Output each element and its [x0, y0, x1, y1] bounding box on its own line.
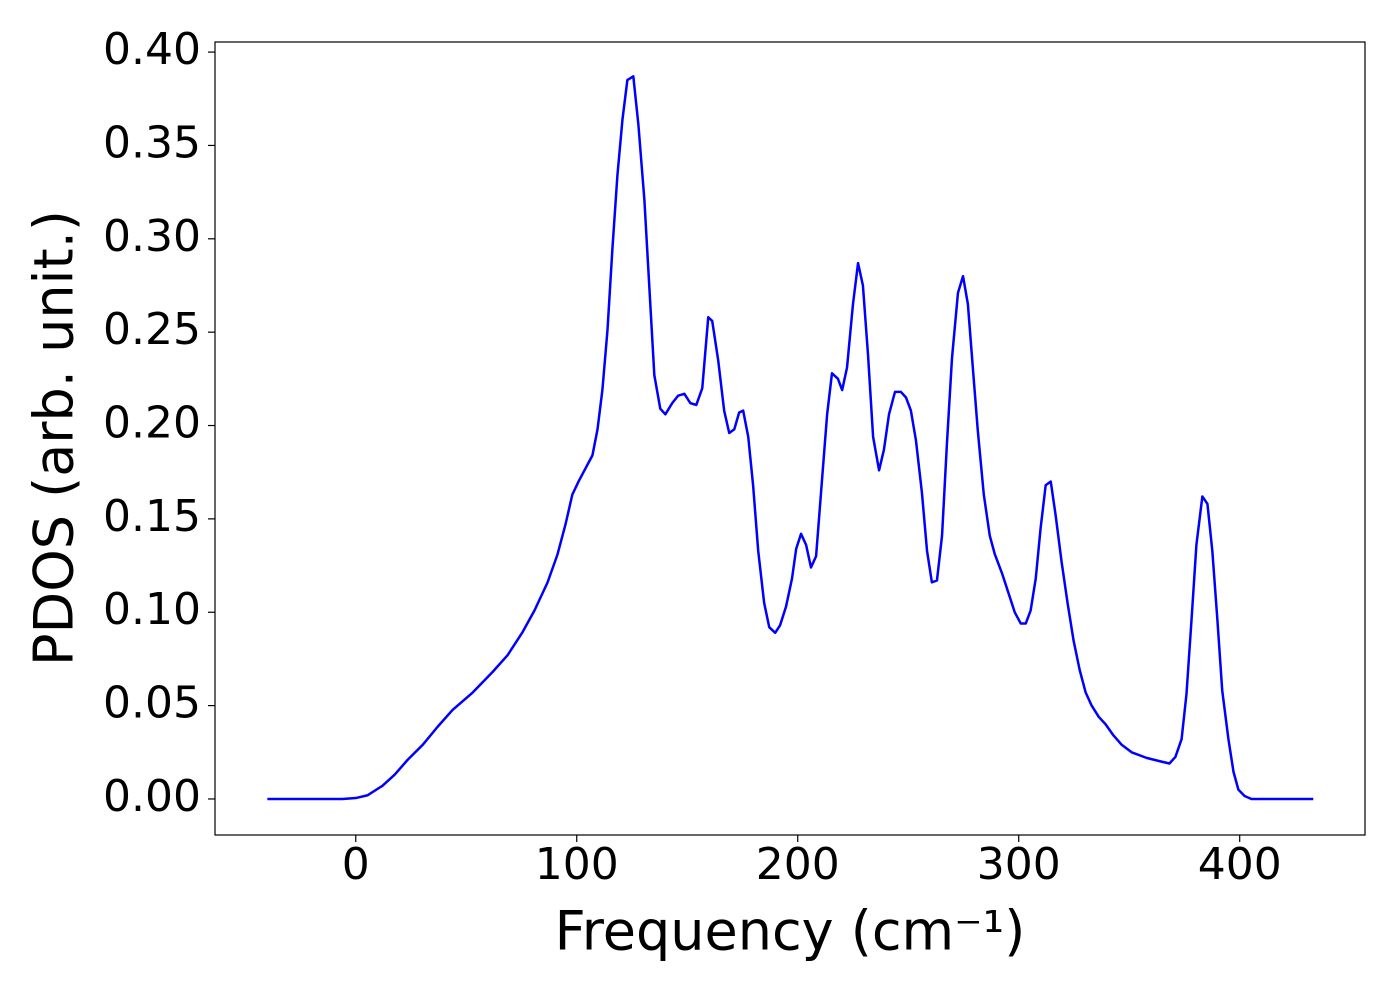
y-tick-label: 0.30 [103, 211, 201, 262]
plot-frame [214, 41, 1366, 836]
y-tick-label: 0.10 [103, 584, 201, 635]
y-tick-label: 0.20 [103, 398, 201, 449]
y-tick-label: 0.35 [103, 117, 201, 168]
y-tick-label: 0.40 [103, 24, 201, 75]
x-tick-label: 100 [535, 839, 619, 890]
data-line [267, 75, 1314, 801]
x-tick-label: 400 [1198, 839, 1282, 890]
y-tick-label: 0.05 [103, 678, 201, 729]
x-tick-label: 200 [756, 839, 840, 890]
x-tick-label: 300 [977, 839, 1061, 890]
y-tick-label: 0.00 [103, 771, 201, 822]
x-axis-label: Frequency (cm⁻¹) [555, 900, 1026, 963]
y-tick-label: 0.25 [103, 304, 201, 355]
y-tick-label: 0.15 [103, 491, 201, 542]
y-axis-label: PDOS (arb. unit.) [23, 210, 86, 666]
x-tick-label: 0 [342, 839, 370, 890]
